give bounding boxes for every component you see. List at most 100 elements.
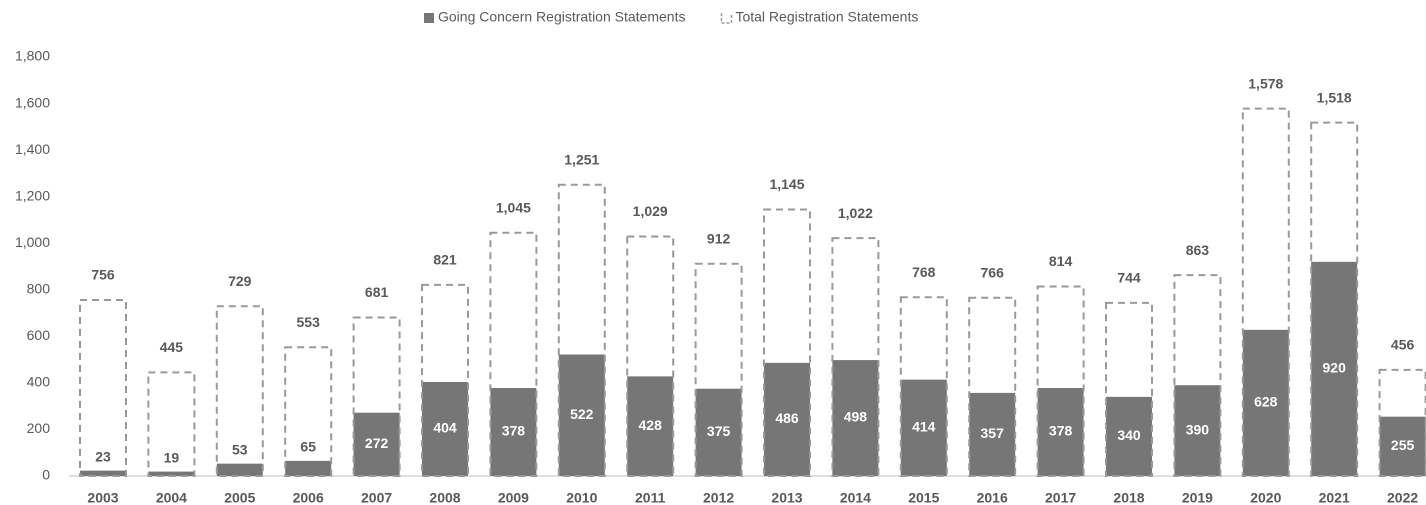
bar [1037,388,1084,476]
x-tick-label: 2018 [1113,490,1144,505]
y-tick-label: 600 [27,327,51,343]
bar [969,392,1016,476]
bar-outline [1036,285,1085,477]
value-label: 375 [707,423,731,439]
x-tick-label: 2014 [840,490,871,505]
value-label: 756 [91,267,115,283]
bar [558,354,605,476]
value-label: 681 [365,284,389,300]
bar-outline [1173,274,1222,477]
bar-outline [1310,121,1359,477]
value-label: 821 [433,252,457,268]
value-label: 766 [981,264,1005,280]
x-tick-label: 2012 [703,490,734,505]
value-label: 378 [502,423,526,439]
y-tick-label: 1,600 [15,94,50,110]
value-label: 912 [707,230,731,246]
bar [216,463,263,476]
value-label: 255 [1391,437,1415,453]
value-label: 628 [1254,394,1278,410]
bar [1311,261,1358,476]
x-tick-label: 2021 [1319,490,1350,505]
value-label: 357 [981,425,1005,441]
bar-outline [147,371,196,477]
y-tick-label: 200 [27,420,51,436]
x-tick-label: 2013 [771,490,802,505]
bar [900,379,947,476]
x-tick-label: 2006 [293,490,324,505]
value-label: 445 [160,339,184,355]
y-tick-label: 800 [27,280,51,296]
x-tick-label: 2010 [566,490,597,505]
bar-outline [968,296,1017,478]
value-label: 1,029 [633,203,668,219]
legend-swatch [424,13,434,23]
value-label: 1,022 [838,205,873,221]
bar [285,460,332,476]
value-label: 340 [1117,427,1141,443]
value-label: 53 [232,441,248,457]
x-tick-label: 2019 [1182,490,1213,505]
bar [422,381,468,476]
bar [1106,396,1152,476]
bar [353,412,400,476]
bar-outline [284,346,333,477]
bar-outline [352,316,401,477]
value-label: 19 [164,449,180,465]
x-tick-label: 2015 [908,490,939,505]
x-tick-label: 2020 [1250,490,1281,505]
bar-outline [421,283,469,477]
y-tick-label: 1,400 [15,141,50,157]
bar [1379,416,1426,476]
value-label: 863 [1186,242,1210,258]
x-tick-label: 2007 [361,490,392,505]
x-tick-label: 2009 [498,490,529,505]
value-label: 768 [912,264,936,280]
bar-outline [489,231,538,477]
value-label: 920 [1323,360,1347,376]
value-label: 553 [297,314,321,330]
value-label: 814 [1049,253,1073,269]
value-label: 1,578 [1248,75,1283,91]
legend-label: Total Registration Statements [735,9,918,25]
x-tick-label: 2004 [156,490,187,505]
y-tick-label: 1,200 [15,187,50,203]
value-label: 1,145 [769,176,804,192]
x-tick-label: 2011 [635,490,666,505]
value-label: 1,518 [1317,89,1352,105]
bar-outline [79,299,127,477]
bar-outline [1241,107,1290,477]
value-label: 486 [775,410,799,426]
value-label: 272 [365,435,389,451]
y-tick-label: 1,800 [15,48,50,64]
x-tick-label: 2017 [1045,490,1076,505]
legend-swatch [720,13,733,24]
value-label: 414 [912,419,936,435]
bar-outline [694,262,743,477]
bar [148,471,195,476]
bar [490,388,537,476]
x-tick-label: 2003 [87,490,118,505]
bar [695,388,742,476]
y-tick-label: 1,000 [15,234,50,250]
bar-outline [557,183,606,477]
value-label: 428 [639,417,663,433]
bar-outline [831,237,880,477]
bar [627,376,674,476]
value-label: 1,251 [564,151,599,167]
bar-outline [1105,301,1153,477]
value-label: 378 [1049,423,1073,439]
value-label: 390 [1186,421,1210,437]
bar [764,362,810,476]
y-tick-label: 400 [27,374,51,390]
value-label: 456 [1391,337,1415,353]
x-tick-label: 2005 [224,490,255,505]
bar [1242,329,1289,476]
value-label: 404 [433,420,457,436]
bar [80,470,126,476]
legend-label: Going Concern Registration Statements [438,9,685,25]
value-label: 65 [300,439,316,455]
x-tick-label: 2008 [429,490,460,505]
x-tick-label: 2022 [1387,490,1418,505]
